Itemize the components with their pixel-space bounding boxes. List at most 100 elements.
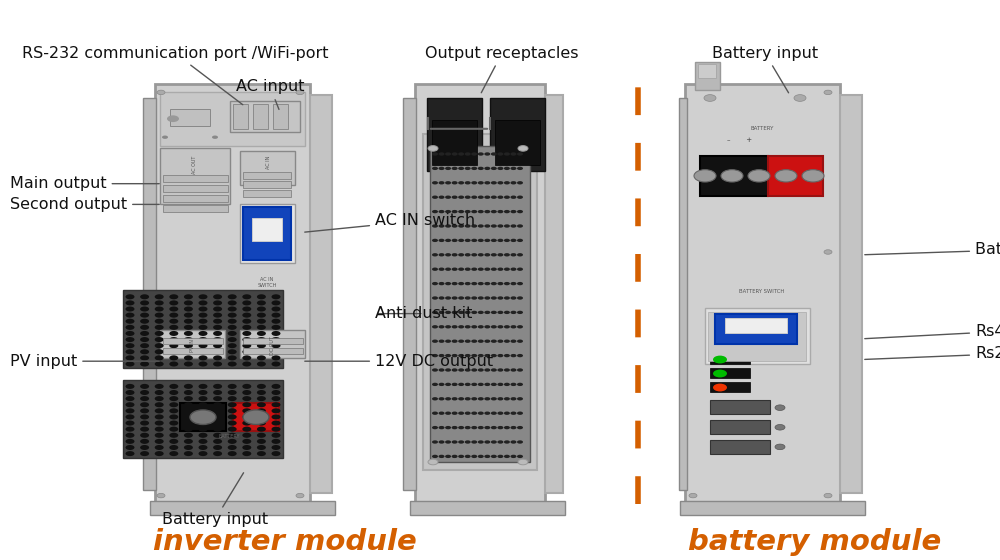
- Circle shape: [704, 95, 716, 101]
- Circle shape: [439, 225, 445, 228]
- Circle shape: [169, 331, 178, 336]
- Circle shape: [257, 396, 266, 401]
- Circle shape: [272, 390, 280, 395]
- Circle shape: [510, 354, 516, 357]
- Circle shape: [517, 325, 523, 329]
- Circle shape: [432, 210, 438, 213]
- Circle shape: [471, 152, 477, 156]
- Circle shape: [478, 282, 484, 285]
- Circle shape: [713, 370, 727, 377]
- Circle shape: [689, 493, 697, 498]
- Text: –    +: – +: [195, 438, 211, 443]
- FancyBboxPatch shape: [170, 109, 210, 126]
- Circle shape: [478, 382, 484, 386]
- Circle shape: [458, 225, 464, 228]
- Circle shape: [491, 296, 497, 300]
- Circle shape: [155, 439, 164, 444]
- Circle shape: [452, 210, 458, 213]
- Circle shape: [213, 362, 222, 367]
- Circle shape: [213, 337, 222, 342]
- Circle shape: [445, 412, 451, 415]
- Circle shape: [257, 421, 266, 426]
- Circle shape: [445, 311, 451, 314]
- Circle shape: [272, 337, 280, 342]
- Circle shape: [484, 440, 490, 444]
- Circle shape: [471, 368, 477, 372]
- Circle shape: [491, 339, 497, 343]
- Circle shape: [432, 397, 438, 400]
- Circle shape: [184, 325, 193, 330]
- Circle shape: [242, 337, 251, 342]
- Circle shape: [242, 433, 251, 438]
- Circle shape: [272, 433, 280, 438]
- Circle shape: [155, 295, 164, 299]
- Circle shape: [465, 195, 471, 199]
- Circle shape: [184, 408, 193, 413]
- Circle shape: [228, 349, 237, 354]
- Circle shape: [432, 225, 438, 228]
- Circle shape: [497, 412, 503, 415]
- Circle shape: [272, 312, 280, 318]
- Circle shape: [126, 319, 134, 324]
- Circle shape: [198, 384, 208, 389]
- Text: Second output: Second output: [10, 197, 159, 212]
- Circle shape: [510, 368, 516, 372]
- FancyBboxPatch shape: [143, 98, 156, 490]
- Circle shape: [228, 300, 237, 305]
- FancyBboxPatch shape: [679, 98, 687, 490]
- Circle shape: [126, 349, 134, 354]
- Circle shape: [272, 331, 280, 336]
- Circle shape: [471, 354, 477, 357]
- Circle shape: [272, 343, 280, 348]
- Circle shape: [126, 337, 134, 342]
- Circle shape: [213, 295, 222, 299]
- Circle shape: [465, 225, 471, 228]
- Circle shape: [242, 427, 251, 432]
- Circle shape: [198, 325, 208, 330]
- Circle shape: [824, 493, 832, 498]
- Circle shape: [504, 225, 510, 228]
- Circle shape: [213, 319, 222, 324]
- Circle shape: [445, 282, 451, 285]
- Text: PV input: PV input: [10, 354, 159, 368]
- Circle shape: [478, 239, 484, 242]
- Circle shape: [491, 354, 497, 357]
- Circle shape: [228, 433, 237, 438]
- Circle shape: [445, 440, 451, 444]
- Circle shape: [184, 319, 193, 324]
- Circle shape: [213, 427, 222, 432]
- Circle shape: [465, 397, 471, 400]
- Circle shape: [484, 210, 490, 213]
- Circle shape: [465, 253, 471, 256]
- Circle shape: [169, 445, 178, 450]
- Circle shape: [169, 451, 178, 456]
- Circle shape: [126, 295, 134, 299]
- Circle shape: [155, 402, 164, 407]
- Circle shape: [484, 167, 490, 170]
- Circle shape: [439, 253, 445, 256]
- FancyBboxPatch shape: [715, 314, 797, 344]
- Circle shape: [491, 253, 497, 256]
- Circle shape: [155, 433, 164, 438]
- Circle shape: [190, 410, 216, 424]
- Circle shape: [497, 397, 503, 400]
- Circle shape: [484, 426, 490, 430]
- Circle shape: [445, 268, 451, 271]
- Circle shape: [213, 433, 222, 438]
- Circle shape: [458, 397, 464, 400]
- Circle shape: [497, 455, 503, 458]
- Circle shape: [504, 195, 510, 199]
- Circle shape: [504, 152, 510, 156]
- Circle shape: [242, 362, 251, 367]
- Circle shape: [126, 306, 134, 311]
- Circle shape: [478, 181, 484, 184]
- FancyBboxPatch shape: [310, 95, 332, 493]
- Circle shape: [491, 152, 497, 156]
- FancyBboxPatch shape: [840, 95, 862, 493]
- FancyBboxPatch shape: [230, 101, 300, 132]
- Circle shape: [213, 414, 222, 419]
- Circle shape: [257, 331, 266, 336]
- Circle shape: [491, 239, 497, 242]
- Circle shape: [257, 433, 266, 438]
- Circle shape: [272, 319, 280, 324]
